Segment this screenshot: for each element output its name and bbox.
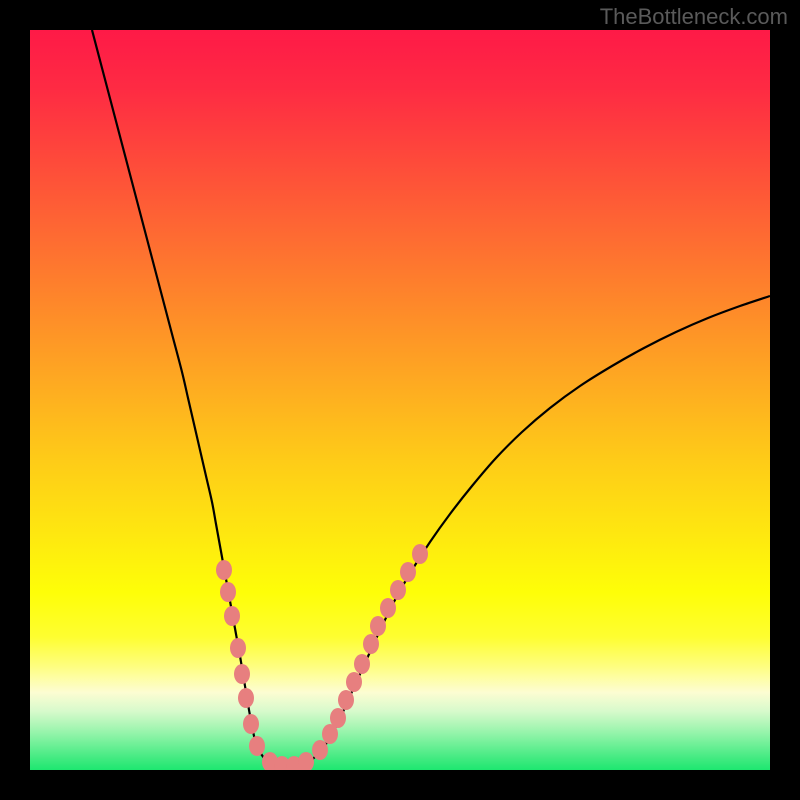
data-dot [330,708,346,728]
data-dot [412,544,428,564]
data-dot [243,714,259,734]
data-dot [390,580,406,600]
data-dot [234,664,250,684]
bottleneck-curve-chart [30,30,770,770]
gradient-background [30,30,770,770]
data-dot [363,634,379,654]
data-dot [312,740,328,760]
data-dot [238,688,254,708]
data-dot [346,672,362,692]
data-dot [230,638,246,658]
data-dot [249,736,265,756]
watermark-text: TheBottleneck.com [600,4,788,30]
data-dot [370,616,386,636]
chart-plot-area [30,30,770,770]
data-dot [220,582,236,602]
data-dot [354,654,370,674]
data-dot [338,690,354,710]
data-dot [224,606,240,626]
data-dot [216,560,232,580]
data-dot [380,598,396,618]
data-dot [400,562,416,582]
